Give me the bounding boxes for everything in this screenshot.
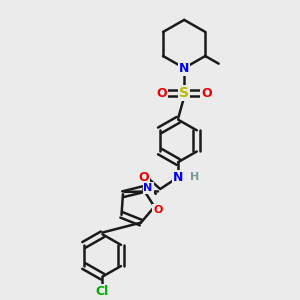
Text: N: N [173,171,183,184]
Text: O: O [153,205,163,215]
Text: O: O [139,171,149,184]
Text: N: N [143,183,153,193]
Text: O: O [157,86,167,100]
Text: H: H [190,172,199,182]
Text: N: N [179,61,189,75]
Text: O: O [201,86,212,100]
Text: Cl: Cl [96,285,109,298]
Text: S: S [179,86,189,100]
